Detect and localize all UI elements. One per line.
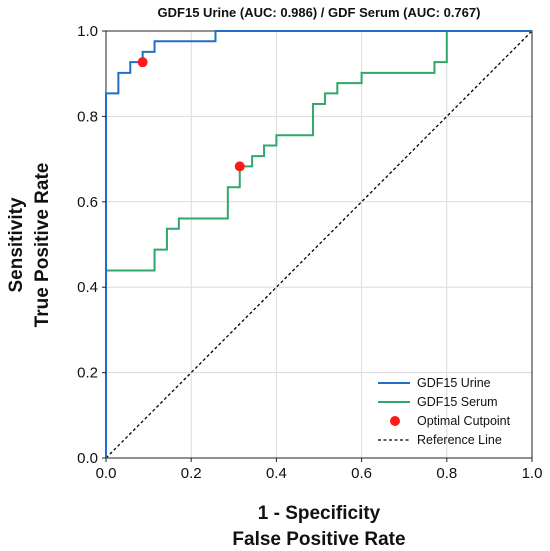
reference-line <box>105 30 533 459</box>
legend-label-urine: GDF15 Urine <box>417 376 491 390</box>
legend-swatch-cutpoint <box>390 416 400 426</box>
y-tick-label: 0.8 <box>77 108 98 125</box>
optimal-cutpoint-marker <box>137 57 148 68</box>
x-axis-title-line1: 1 - Specificity <box>258 503 381 524</box>
x-axis-title-line2: False Positive Rate <box>232 529 405 550</box>
legend-label-serum: GDF15 Serum <box>417 395 498 409</box>
roc-line-gdf15-serum <box>105 30 532 458</box>
x-tick-label: 0.8 <box>436 465 457 482</box>
tick-layer: 0.0 0.2 0.4 0.6 0.8 1.0 0.0 0.2 0.4 0.6 0.8 1.0 <box>77 23 542 482</box>
x-tick-label: 0.2 <box>181 465 202 482</box>
y-axis-title-line1: Sensitivity <box>6 197 27 292</box>
legend-label-cutpoint: Optimal Cutpoint <box>417 414 511 428</box>
y-tick-label: 1.0 <box>77 23 98 40</box>
x-tick-label: 1.0 <box>522 465 543 482</box>
y-tick-label: 0.6 <box>77 194 98 211</box>
y-tick-label: 0.0 <box>77 450 98 467</box>
legend-label-reference: Reference Line <box>417 433 502 447</box>
legend: GDF15 Urine GDF15 Serum Optimal Cutpoint… <box>378 376 511 447</box>
y-tick-label: 0.2 <box>77 365 98 382</box>
x-tick-label: 0.6 <box>351 465 372 482</box>
x-tick-label: 0.4 <box>266 465 287 482</box>
chart-title: GDF15 Urine (AUC: 0.986) / GDF Serum (AU… <box>158 5 481 20</box>
optimal-cutpoint-marker <box>234 161 245 172</box>
x-tick-label: 0.0 <box>96 465 117 482</box>
reference-line-layer <box>105 30 533 459</box>
y-axis-title-line2: True Positive Rate <box>32 163 53 328</box>
y-tick-label: 0.4 <box>77 279 98 296</box>
cutpoint-layer <box>137 57 245 172</box>
